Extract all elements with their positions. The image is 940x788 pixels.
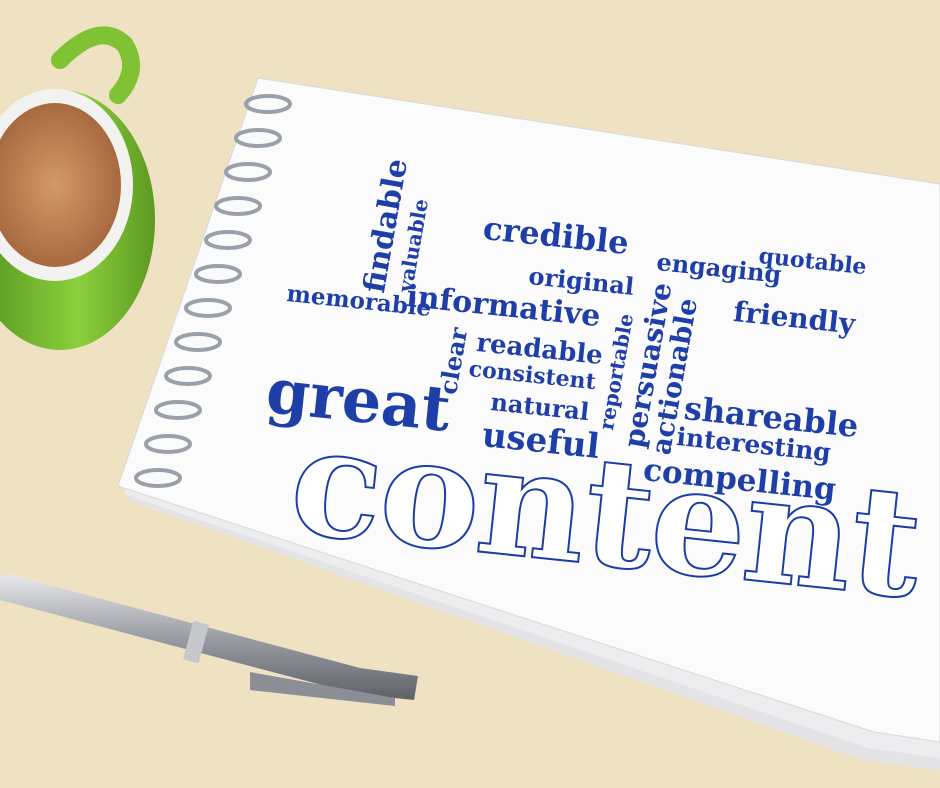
coffee-mug-icon [0, 26, 155, 350]
spiral-binding-icon [134, 94, 292, 488]
notebook-icon [117, 77, 940, 770]
pen-icon [0, 574, 418, 706]
